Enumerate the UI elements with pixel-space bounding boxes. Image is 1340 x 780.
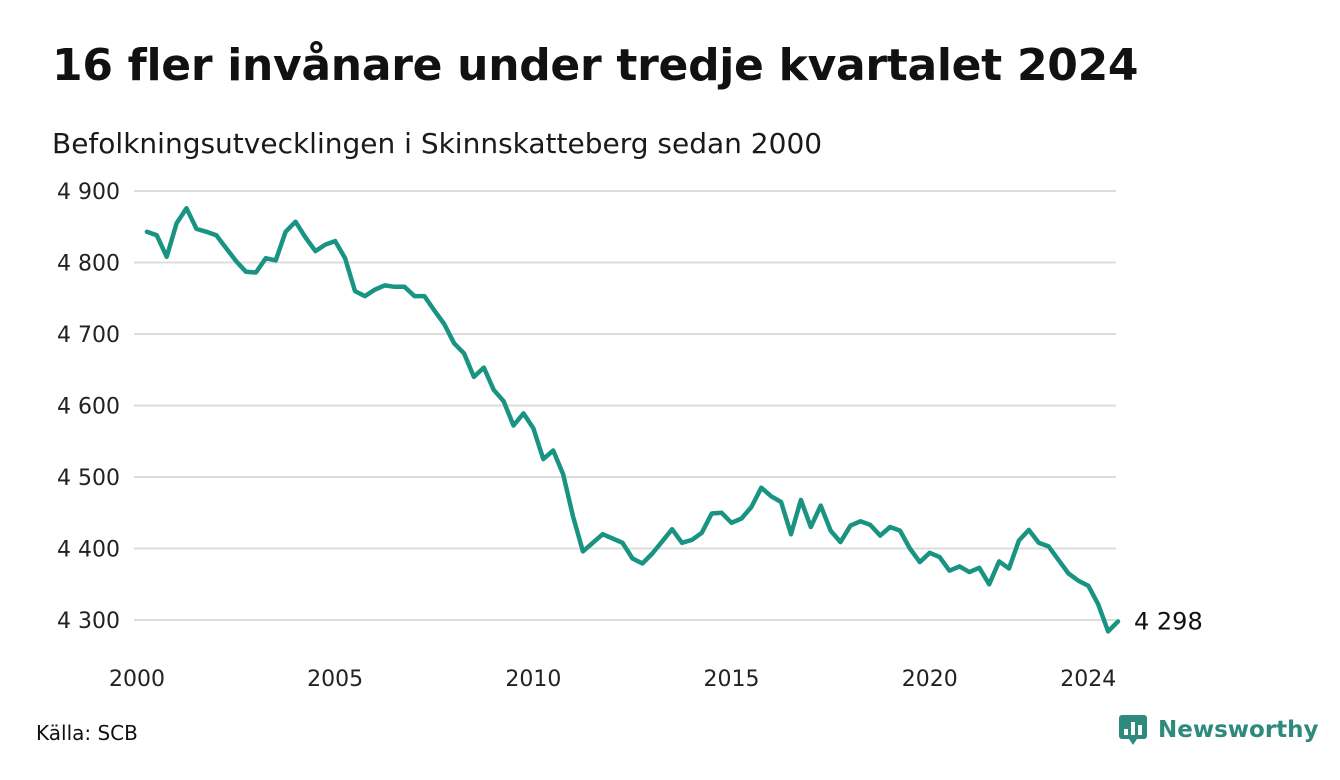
end-label-layer: 4 298 (1134, 607, 1203, 635)
chart-subtitle: Befolkningsutvecklingen i Skinnskatteber… (52, 127, 823, 160)
y-tick-label: 4 800 (57, 252, 120, 277)
series-layer (144, 205, 1121, 634)
newsworthy-logo-icon (1119, 715, 1147, 745)
x-tick-label: 2005 (307, 667, 363, 692)
y-tick-label: 4 600 (57, 395, 120, 420)
x-axis-tick-labels: 2000 2005 2010 2015 2020 2024 (109, 667, 1116, 692)
y-tick-label: 4 500 (57, 466, 120, 491)
chart-title: 16 fler invånare under tredje kvartalet … (52, 40, 1139, 91)
last-value-label: 4 298 (1134, 607, 1203, 635)
gridlines (134, 190, 1116, 621)
y-tick-label: 4 400 (57, 538, 120, 563)
y-tick-label: 4 700 (57, 323, 120, 348)
source-note: Källa: SCB (36, 721, 138, 745)
x-tick-label: 2020 (902, 667, 958, 692)
y-axis-tick-labels: 4 300 4 400 4 500 4 600 4 700 4 800 4 900 (57, 180, 120, 634)
x-tick-label: 2000 (109, 667, 165, 692)
y-tick-label: 4 300 (57, 609, 120, 634)
brand-logo[interactable]: Newsworthy (1118, 714, 1319, 746)
y-tick-label: 4 900 (57, 180, 120, 205)
x-tick-label: 2010 (505, 667, 561, 692)
series-line (144, 205, 1121, 634)
brand-name: Newsworthy (1158, 717, 1319, 743)
x-tick-label: 2015 (704, 667, 760, 692)
x-tick-label: 2024 (1060, 667, 1116, 692)
